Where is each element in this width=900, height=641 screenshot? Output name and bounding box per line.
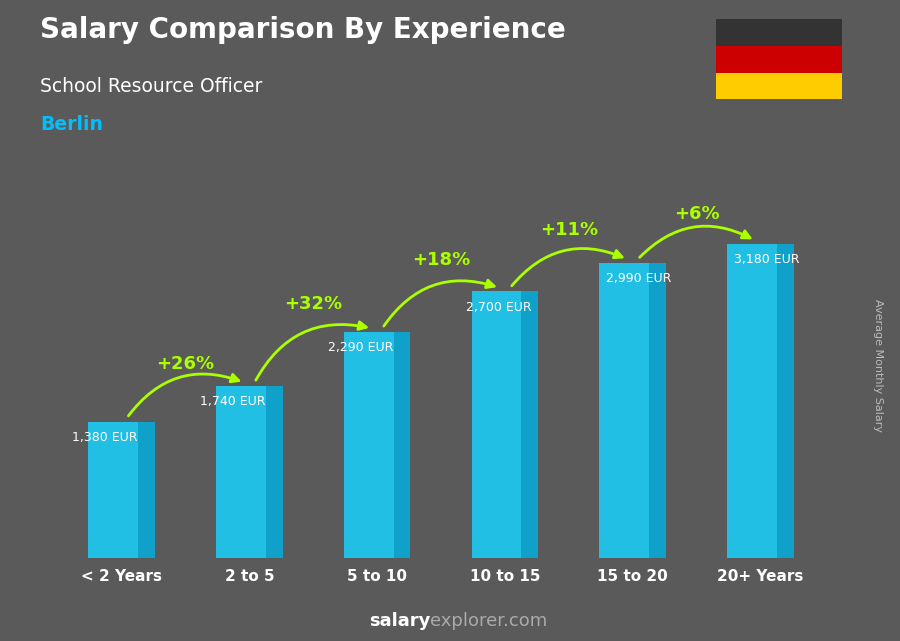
Text: +18%: +18%: [412, 251, 470, 269]
Bar: [266, 386, 283, 558]
Text: +11%: +11%: [540, 221, 598, 239]
Text: +32%: +32%: [284, 295, 342, 313]
Text: 3,180 EUR: 3,180 EUR: [734, 253, 799, 267]
Bar: [716, 46, 842, 72]
Text: School Resource Officer: School Resource Officer: [40, 77, 263, 96]
Text: Salary Comparison By Experience: Salary Comparison By Experience: [40, 16, 566, 44]
Text: 2,990 EUR: 2,990 EUR: [607, 272, 671, 285]
Bar: [344, 332, 410, 558]
Bar: [521, 292, 538, 558]
Text: Average Monthly Salary: Average Monthly Salary: [873, 299, 884, 432]
Bar: [716, 72, 842, 99]
Text: explorer.com: explorer.com: [430, 612, 547, 630]
Text: +6%: +6%: [674, 205, 719, 223]
Bar: [649, 263, 666, 558]
Bar: [472, 292, 538, 558]
Text: +26%: +26%: [157, 355, 214, 373]
Text: 1,380 EUR: 1,380 EUR: [72, 431, 138, 444]
Bar: [88, 422, 155, 558]
Text: Berlin: Berlin: [40, 115, 104, 135]
Bar: [727, 244, 794, 558]
Bar: [777, 244, 794, 558]
Bar: [716, 19, 842, 46]
Text: salary: salary: [369, 612, 430, 630]
Bar: [139, 422, 155, 558]
Bar: [393, 332, 410, 558]
Text: 1,740 EUR: 1,740 EUR: [200, 395, 266, 408]
Bar: [599, 263, 666, 558]
Text: 2,700 EUR: 2,700 EUR: [465, 301, 531, 314]
Text: 2,290 EUR: 2,290 EUR: [328, 341, 393, 354]
Bar: [216, 386, 283, 558]
